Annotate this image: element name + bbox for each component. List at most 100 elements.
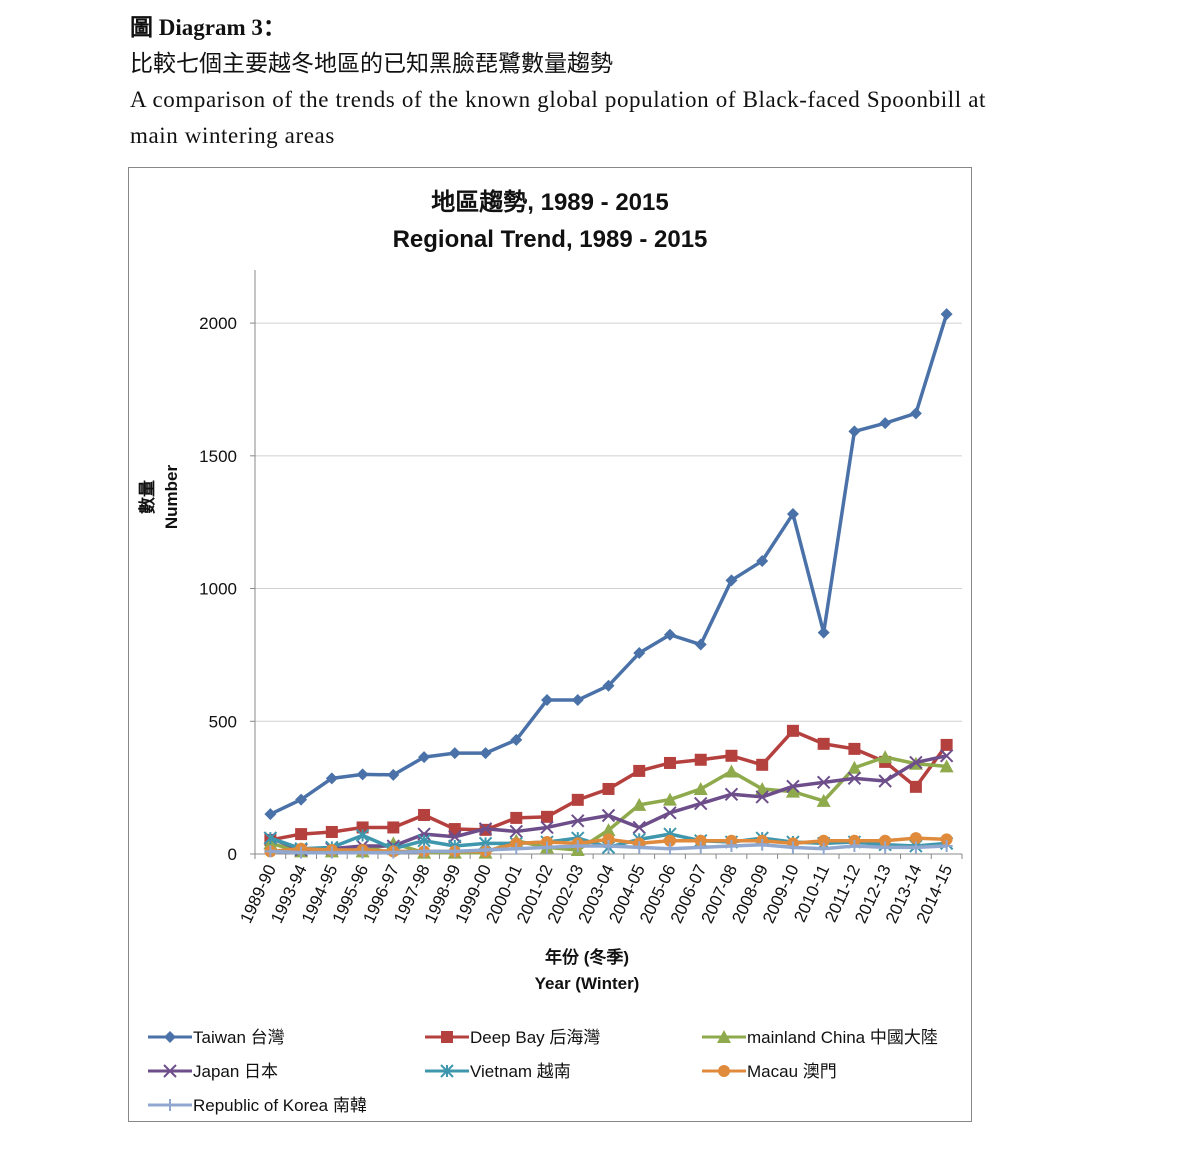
- marker: [848, 742, 861, 755]
- marker: [756, 838, 769, 851]
- marker: [879, 841, 892, 854]
- marker: [816, 775, 831, 790]
- marker: [693, 781, 708, 795]
- marker: [387, 768, 400, 781]
- marker: [816, 793, 831, 807]
- marker: [355, 828, 370, 843]
- marker: [785, 784, 800, 798]
- marker: [478, 822, 493, 836]
- marker: [633, 647, 646, 660]
- marker: [848, 840, 861, 853]
- marker: [540, 820, 554, 835]
- marker: [786, 841, 799, 854]
- marker: [510, 733, 523, 746]
- marker: [940, 738, 953, 751]
- marker: [694, 834, 707, 847]
- legend-label: mainland China 中國大陸: [747, 1028, 938, 1047]
- marker: [325, 846, 338, 859]
- series-line: [269, 313, 949, 816]
- legend-label: Republic of Korea 南韓: [193, 1096, 367, 1115]
- legend-label: Japan 日本: [193, 1062, 278, 1081]
- chart-title: 地區趨勢, 1989 - 2015: [431, 188, 668, 216]
- marker: [717, 1030, 731, 1043]
- marker: [448, 845, 461, 858]
- y-axis-title: Number: [162, 465, 181, 530]
- marker: [694, 796, 708, 811]
- marker: [440, 1064, 454, 1078]
- marker: [164, 1031, 176, 1043]
- marker: [725, 749, 738, 762]
- marker: [541, 841, 554, 854]
- legend-label: Deep Bay 后海灣: [470, 1028, 600, 1047]
- marker: [663, 756, 676, 769]
- marker: [718, 1065, 730, 1077]
- legend-label: Macau 澳門: [747, 1062, 837, 1081]
- marker: [817, 842, 830, 855]
- marker: [448, 823, 461, 836]
- marker: [263, 831, 278, 845]
- marker: [602, 840, 615, 853]
- marker: [940, 833, 953, 846]
- marker: [939, 759, 954, 773]
- marker: [571, 694, 584, 707]
- marker: [724, 764, 739, 778]
- x-axis-title: 年份 (冬季): [545, 947, 629, 967]
- marker: [632, 797, 647, 811]
- subtitle-en: A comparison of the trends of the known …: [130, 87, 986, 148]
- marker: [817, 626, 830, 639]
- marker: [163, 1064, 177, 1078]
- marker: [662, 792, 677, 806]
- x-axis-title: Year (Winter): [535, 974, 640, 993]
- y-tick-label: 1000: [199, 580, 237, 599]
- marker: [164, 1099, 176, 1111]
- marker: [847, 760, 862, 774]
- marker: [325, 772, 338, 785]
- marker: [356, 821, 369, 834]
- marker: [602, 679, 615, 692]
- marker: [601, 823, 616, 837]
- marker: [878, 774, 892, 788]
- marker: [909, 832, 922, 845]
- marker: [879, 834, 892, 847]
- marker: [633, 764, 646, 777]
- marker: [817, 834, 830, 847]
- marker: [479, 747, 492, 760]
- marker: [571, 840, 584, 853]
- marker: [694, 638, 707, 651]
- marker: [541, 810, 554, 823]
- marker: [633, 841, 646, 854]
- marker: [663, 628, 676, 641]
- y-tick-label: 2000: [199, 314, 237, 333]
- marker: [909, 841, 922, 854]
- marker: [387, 846, 400, 859]
- marker: [510, 811, 523, 824]
- subtitle-zh: 比較七個主要越冬地區的已知黑臉琵鷺數量趨勢: [130, 51, 613, 76]
- marker: [755, 790, 769, 804]
- marker: [264, 808, 277, 821]
- marker: [602, 833, 615, 846]
- marker: [909, 755, 923, 770]
- marker: [295, 828, 308, 841]
- legend-label: Taiwan 台灣: [193, 1028, 285, 1047]
- marker: [755, 781, 770, 795]
- marker: [909, 780, 922, 793]
- marker: [571, 814, 585, 828]
- marker: [786, 779, 800, 794]
- marker: [817, 737, 830, 750]
- marker: [417, 834, 431, 848]
- marker: [632, 820, 646, 835]
- marker: [756, 758, 769, 771]
- marker: [448, 747, 461, 760]
- marker: [325, 825, 338, 838]
- chart-frame: [128, 167, 972, 1122]
- marker: [848, 425, 861, 438]
- marker: [939, 749, 954, 763]
- marker: [571, 793, 584, 806]
- marker: [264, 845, 277, 858]
- marker: [541, 694, 554, 707]
- marker: [418, 808, 431, 821]
- y-axis-title: 數量: [137, 480, 157, 514]
- y-tick-label: 1500: [199, 447, 237, 466]
- marker: [756, 554, 769, 567]
